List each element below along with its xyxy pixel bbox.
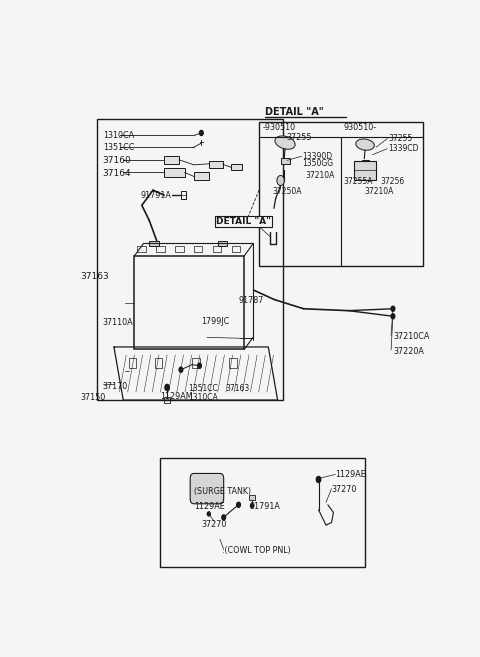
Text: 1129AM: 1129AM [160,392,193,401]
Circle shape [222,515,226,520]
Ellipse shape [277,175,284,185]
Circle shape [391,306,395,311]
Bar [149,240,158,246]
Text: -930510: -930510 [263,123,296,132]
Text: 37164: 37164 [103,170,132,179]
Bar [181,191,187,199]
Text: 37150: 37150 [81,393,106,402]
Text: 1350GG: 1350GG [302,159,334,168]
Ellipse shape [275,136,295,149]
Bar [155,358,162,368]
Bar [129,358,136,368]
Text: 37210A: 37210A [364,187,394,196]
Bar [354,161,376,180]
Bar [213,246,221,252]
Text: 37210CA: 37210CA [393,332,429,342]
Text: 37163: 37163 [81,271,109,281]
Circle shape [207,512,210,516]
Text: 37210A: 37210A [305,171,335,181]
Bar [209,161,223,168]
Text: 930510-: 930510- [344,123,377,132]
Circle shape [237,502,240,507]
Text: (SURGE TANK): (SURGE TANK) [194,487,251,495]
Text: 1310CA: 1310CA [103,131,134,140]
Text: 37256: 37256 [380,177,404,185]
Bar [232,246,240,252]
Circle shape [200,131,203,135]
Bar [164,397,170,403]
Text: 1129AE: 1129AE [194,502,225,510]
Text: 37220A: 37220A [393,346,424,355]
Text: 37163: 37163 [226,384,250,393]
Text: 1351CC: 1351CC [103,143,134,152]
Text: 91791A: 91791A [250,502,281,510]
Text: DETAIL "A": DETAIL "A" [216,217,271,226]
Text: 37170: 37170 [103,382,128,391]
Text: 37270: 37270 [202,520,227,528]
Circle shape [198,363,202,368]
Text: 37250A: 37250A [272,187,301,196]
Text: .(COWL TOP PNL): .(COWL TOP PNL) [222,546,290,555]
Bar [229,358,237,368]
Bar [97,120,283,400]
Circle shape [251,504,253,508]
Text: 37160: 37160 [103,156,132,166]
Bar [194,172,209,180]
Bar [164,168,185,177]
Text: DETAIL "A": DETAIL "A" [264,106,324,117]
Bar [160,459,365,567]
Circle shape [165,384,169,390]
Text: 91787: 91787 [239,296,264,305]
Text: 91791A: 91791A [141,191,172,200]
Bar [249,495,255,500]
Bar [362,160,369,165]
Circle shape [316,476,321,482]
Bar [134,256,244,350]
Text: 37255A: 37255A [344,177,373,185]
Text: 37255: 37255 [388,134,412,143]
Text: 37255: 37255 [286,133,312,141]
Bar [175,246,183,252]
Text: 37270: 37270 [332,485,357,494]
FancyBboxPatch shape [190,474,224,504]
Text: 1351CC: 1351CC [188,384,218,393]
Bar [164,156,179,164]
Bar [192,358,200,368]
Text: 37110A: 37110A [103,318,133,327]
Bar [194,246,203,252]
Circle shape [179,367,183,373]
Bar [156,246,165,252]
Circle shape [391,314,395,319]
Text: 13390D: 13390D [302,152,333,161]
Text: 1799JC: 1799JC [202,317,229,326]
Ellipse shape [356,139,374,150]
Bar [218,240,228,246]
Bar [137,246,145,252]
Bar [281,158,289,164]
Text: 1310CA: 1310CA [188,393,218,402]
Text: 1339CD: 1339CD [388,144,419,153]
Bar [259,122,423,266]
Bar [231,164,242,170]
Text: 1129AE: 1129AE [335,470,366,479]
